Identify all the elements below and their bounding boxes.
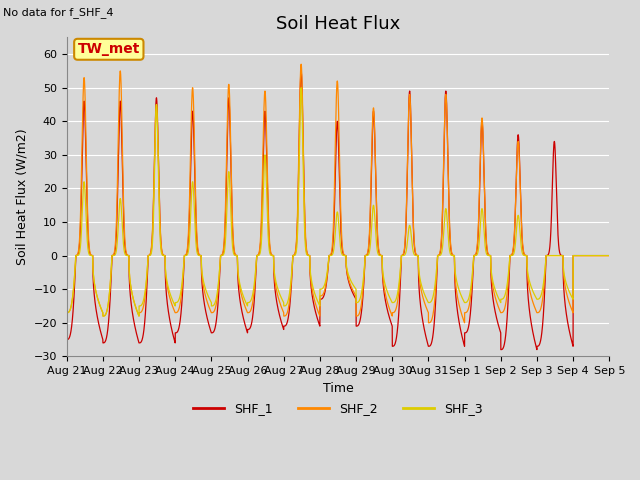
X-axis label: Time: Time [323,382,353,395]
SHF_2 [460,317,467,323]
SHF_1 [318,296,326,302]
SHF_1 [429,328,437,334]
Legend: SHF_1, SHF_2, SHF_3: SHF_1, SHF_2, SHF_3 [188,397,488,420]
SHF_2 [318,293,326,299]
SHF_1 [490,304,498,310]
Text: No data for f_SHF_4: No data for f_SHF_4 [3,7,114,18]
SHF_2 [430,307,438,313]
SHF_1 [605,252,613,258]
SHF_3 [161,252,168,258]
Title: Soil Heat Flux: Soil Heat Flux [276,15,400,33]
SHF_1 [161,252,168,258]
SHF_2 [605,252,613,258]
SHF_3 [430,291,438,297]
SHF_2 [605,252,612,258]
SHF_1 [460,340,467,346]
SHF_3 [318,286,326,292]
SHF_3 [298,85,305,91]
SHF_2 [63,310,70,315]
SHF_2 [161,252,168,258]
SHF_3 [605,252,613,258]
SHF_2 [491,291,499,297]
SHF_3 [63,310,70,315]
Line: SHF_3: SHF_3 [67,88,609,316]
SHF_2 [425,320,433,325]
SHF_1 [63,336,70,342]
Y-axis label: Soil Heat Flux (W/m2): Soil Heat Flux (W/m2) [15,129,28,265]
SHF_2 [298,61,305,67]
SHF_1 [497,347,505,352]
SHF_1 [298,68,305,74]
SHF_1 [605,252,612,258]
SHF_3 [605,252,612,258]
Text: TW_met: TW_met [77,42,140,56]
SHF_3 [99,313,107,319]
SHF_3 [460,298,467,304]
Line: SHF_2: SHF_2 [67,64,609,323]
Line: SHF_1: SHF_1 [67,71,609,349]
SHF_3 [491,285,499,290]
